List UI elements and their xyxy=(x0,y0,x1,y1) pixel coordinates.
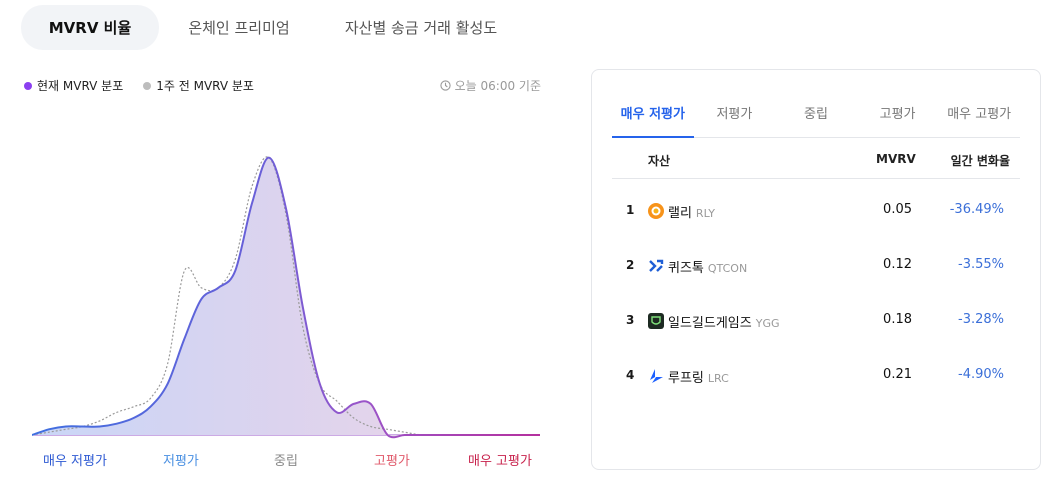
row-asset: 루프링 LRC xyxy=(668,367,729,386)
asset-ticker: RLY xyxy=(695,207,715,220)
table-row[interactable]: 3 일드길드게임즈 YGG 0.18 -3.28% xyxy=(612,294,1020,349)
current-distribution-line xyxy=(32,156,540,439)
asset-ticker: QTCON xyxy=(707,262,748,275)
row-rank: 2 xyxy=(626,258,635,272)
table-row[interactable]: 1 랠리 RLY 0.05 -36.49% xyxy=(612,184,1020,239)
table-row[interactable]: 2 퀴즈톡 QTCON 0.12 -3.55% xyxy=(612,239,1020,294)
ptab-undervalued[interactable]: 저평가 xyxy=(716,107,753,122)
row-mvrv: 0.21 xyxy=(883,367,912,382)
row-mvrv: 0.18 xyxy=(883,312,912,327)
header-asset: 자산 xyxy=(648,154,671,168)
row-change: -4.90% xyxy=(958,367,1004,382)
row-asset: 일드길드게임즈 YGG xyxy=(668,312,780,331)
asset-ranking-panel: 매우 저평가 저평가 중립 고평가 매우 고평가 자산 MVRV 일간 변화율 … xyxy=(591,69,1041,470)
metric-tabs: MVRV 비율 온체인 프리미엄 자산별 송금 거래 활성도 xyxy=(21,5,523,50)
asset-name: 랠리 xyxy=(668,206,692,221)
ptab-neutral[interactable]: 중립 xyxy=(804,107,828,122)
tab-transfer-activity[interactable]: 자산별 송금 거래 활성도 xyxy=(344,19,498,37)
row-asset: 퀴즈톡 QTCON xyxy=(668,257,747,276)
zone-undervalued: 저평가 xyxy=(163,454,199,469)
table-header: 자산 MVRV 일간 변화율 xyxy=(612,138,1020,179)
mvrv-distribution-chart xyxy=(32,156,540,439)
row-change: -36.49% xyxy=(949,202,1004,217)
tab-onchain-premium[interactable]: 온체인 프리미엄 xyxy=(188,19,290,37)
rally-coin-icon xyxy=(648,203,664,219)
asset-name: 퀴즈톡 xyxy=(668,261,704,276)
ptab-very-overvalued[interactable]: 매우 고평가 xyxy=(947,107,1012,122)
zone-very-undervalued: 매우 저평가 xyxy=(43,454,107,469)
asset-ticker: YGG xyxy=(755,317,780,330)
legend-current-dot xyxy=(24,81,32,90)
asset-name: 루프링 xyxy=(668,371,704,386)
ptab-very-undervalued[interactable]: 매우 저평가 xyxy=(612,92,694,138)
asset-ticker: LRC xyxy=(707,372,729,385)
valuation-tabs: 매우 저평가 저평가 중립 고평가 매우 고평가 xyxy=(612,92,1020,138)
legend-week-ago: 1주 전 MVRV 분포 xyxy=(143,77,254,94)
row-change: -3.28% xyxy=(958,312,1004,327)
ptab-overvalued[interactable]: 고평가 xyxy=(879,107,916,122)
loopring-coin-icon xyxy=(648,368,664,384)
table-row[interactable]: 4 루프링 LRC 0.21 -4.90% xyxy=(612,349,1020,404)
clock-icon xyxy=(439,80,451,91)
header-change: 일간 변화율 xyxy=(950,154,1010,168)
row-rank: 4 xyxy=(626,368,635,382)
current-distribution-area xyxy=(32,157,540,438)
legend-week-ago-label: 1주 전 MVRV 분포 xyxy=(156,79,254,93)
row-change: -3.55% xyxy=(958,257,1004,272)
chart-legend: 현재 MVRV 분포 1주 전 MVRV 분포 xyxy=(24,77,274,94)
row-rank: 3 xyxy=(626,313,635,327)
legend-current-label: 현재 MVRV 분포 xyxy=(37,79,124,93)
quiztok-coin-icon xyxy=(648,258,664,274)
zone-neutral: 중립 xyxy=(274,454,298,469)
ygg-coin-icon xyxy=(648,313,664,329)
zone-overvalued: 고평가 xyxy=(374,454,410,469)
header-mvrv: MVRV xyxy=(876,152,916,166)
update-timestamp: 오늘 06:00 기준 xyxy=(439,77,541,94)
timestamp-text: 오늘 06:00 기준 xyxy=(454,79,541,93)
row-mvrv: 0.05 xyxy=(883,202,912,217)
zone-very-overvalued: 매우 고평가 xyxy=(468,454,532,469)
row-asset: 랠리 RLY xyxy=(668,202,715,221)
tab-mvrv-ratio[interactable]: MVRV 비율 xyxy=(21,5,159,50)
legend-current: 현재 MVRV 분포 xyxy=(24,77,123,94)
legend-week-ago-dot xyxy=(143,81,152,90)
row-rank: 1 xyxy=(626,203,635,217)
asset-name: 일드길드게임즈 xyxy=(668,316,752,331)
row-mvrv: 0.12 xyxy=(883,257,912,272)
